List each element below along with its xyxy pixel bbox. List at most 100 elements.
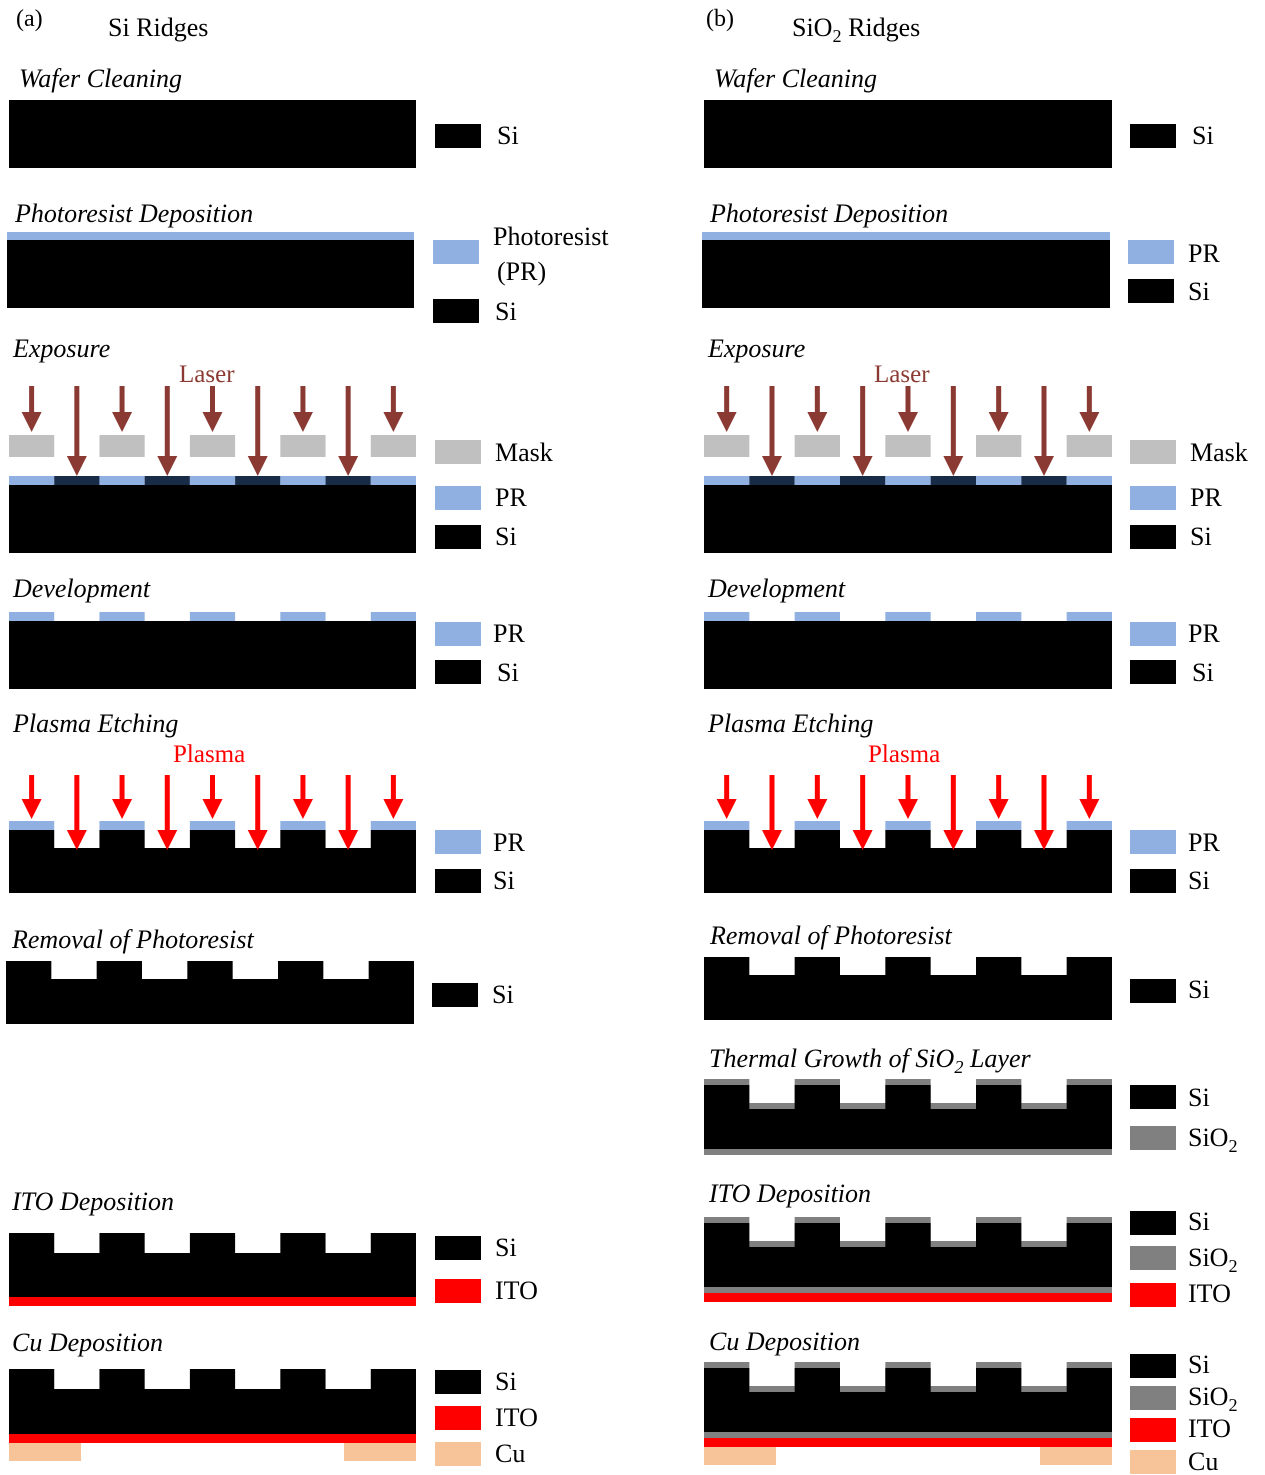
legend-ito-swatch — [435, 1406, 481, 1430]
laser-arrow — [383, 386, 404, 432]
step-title: Removal of Photoresist — [11, 925, 254, 954]
si-ridged-wafer — [9, 1369, 416, 1434]
photoresist-segment — [9, 612, 55, 621]
step-title: ITO Deposition — [708, 1179, 871, 1208]
photoresist-segment — [280, 821, 326, 830]
si-ridged-wafer — [704, 957, 1112, 1020]
plasma-arrow — [66, 775, 87, 850]
legend-mask-swatch — [435, 440, 481, 464]
legend-si-swatch — [1130, 869, 1176, 893]
legend-si-label: Si — [1190, 522, 1212, 551]
legend-pr-label: PR — [1190, 483, 1222, 512]
photoresist-segment — [976, 612, 1022, 621]
legend-si-swatch — [432, 983, 478, 1007]
legend-pr-label: PR — [495, 483, 527, 512]
legend-si-label: Si — [493, 866, 515, 895]
legend-ito-label: ITO — [1188, 1414, 1231, 1443]
exposed-photoresist-segment — [749, 476, 795, 485]
legend-si-label: Si — [497, 121, 519, 150]
plasma-arrow — [1034, 775, 1054, 850]
photoresist-segment — [370, 476, 416, 485]
cu-contact-right — [344, 1443, 416, 1461]
photoresist-segment — [9, 476, 55, 485]
plasma-arrow — [338, 775, 359, 850]
ito-layer — [704, 1293, 1112, 1302]
exposed-photoresist-segment — [144, 476, 190, 485]
panel-b-step-ito-deposition: ITO Deposition Si SiO2 ITO — [704, 1179, 1238, 1308]
si-wafer — [704, 485, 1112, 553]
laser-arrow — [898, 386, 918, 432]
legend-mask-label: Mask — [495, 438, 553, 467]
legend-si-label: Si — [495, 1367, 517, 1396]
plasma-arrow — [21, 775, 42, 819]
exposed-photoresist-segment — [840, 476, 886, 485]
legend-pr-swatch — [1130, 486, 1176, 510]
photoresist-segment — [885, 476, 931, 485]
legend-mask-swatch — [1130, 440, 1176, 464]
legend-si-swatch — [435, 1236, 481, 1260]
photoresist-segment — [885, 612, 931, 621]
legend-si-swatch — [435, 525, 481, 549]
photoresist-segment — [99, 821, 145, 830]
plasma-arrow — [112, 775, 133, 819]
laser-arrow — [762, 386, 782, 476]
mask-segment — [704, 435, 750, 457]
exposed-photoresist-segment — [54, 476, 100, 485]
photoresist-segment — [370, 821, 416, 830]
laser-arrow — [157, 386, 178, 476]
photoresist-segment — [704, 476, 750, 485]
mask-segment — [9, 435, 55, 457]
panel-b-step-wafer-cleaning: Wafer Cleaning Si — [704, 64, 1214, 168]
step-title: Wafer Cleaning — [19, 64, 182, 93]
legend-pr-label: PR — [493, 619, 525, 648]
photoresist-segment — [1066, 821, 1112, 830]
laser-arrow — [202, 386, 223, 432]
legend-pr-swatch — [435, 830, 481, 854]
legend-si-swatch — [1130, 660, 1176, 684]
legend-si-swatch — [1130, 1211, 1176, 1235]
plasma-arrow — [988, 775, 1009, 819]
photoresist-segment — [189, 821, 236, 830]
panel-b-label: (b) — [706, 6, 734, 32]
legend-si-swatch — [435, 1370, 481, 1394]
photoresist-segment — [9, 821, 55, 830]
step-title: Plasma Etching — [707, 709, 873, 738]
exposed-photoresist-segment — [235, 476, 281, 485]
legend-ito-swatch — [1130, 1418, 1176, 1442]
legend-pr-swatch — [1130, 830, 1176, 854]
step-title: ITO Deposition — [11, 1187, 174, 1216]
laser-arrow — [807, 386, 828, 432]
laser-arrow — [338, 386, 359, 476]
legend-si-swatch — [435, 660, 481, 684]
plasma-arrow — [762, 775, 782, 850]
legend-si-label: Si — [497, 658, 519, 687]
legend-ito-swatch — [1130, 1283, 1176, 1307]
panel-a-step-development: Development PR Si — [9, 574, 525, 689]
plasma-arrow — [202, 775, 223, 819]
si-ridged-wafer — [9, 1233, 416, 1297]
panel-a-step-exposure: Exposure Laser Mask PR Si — [9, 334, 553, 553]
legend-pr-label: PR — [1188, 828, 1220, 857]
legend-si-label: Si — [1188, 866, 1210, 895]
legend-si-swatch — [433, 299, 479, 323]
legend-si-swatch — [435, 869, 481, 893]
laser-arrow — [1079, 386, 1100, 432]
legend-photoresist-label: Photoresist — [493, 222, 609, 251]
legend-si-label: Si — [1192, 658, 1214, 687]
legend-pr-swatch — [1130, 622, 1176, 646]
si-wafer — [704, 621, 1112, 689]
laser-arrow — [716, 386, 737, 432]
plasma-arrow — [716, 775, 737, 819]
panel-a-step-cu-deposition: Cu Deposition Si ITO Cu — [9, 1328, 538, 1468]
legend-cu-label: Cu — [1188, 1447, 1218, 1475]
si-wafer — [7, 240, 414, 308]
legend-si-swatch — [1130, 124, 1176, 148]
photoresist-segment — [370, 612, 416, 621]
panel-a-step-removal-of-photoresist: Removal of Photoresist Si — [6, 925, 514, 1024]
step-title: Cu Deposition — [12, 1328, 163, 1357]
mask-segment — [885, 435, 931, 457]
legend-pr-swatch — [435, 622, 481, 646]
laser-arrow — [1034, 386, 1054, 476]
step-title: Development — [12, 574, 151, 603]
